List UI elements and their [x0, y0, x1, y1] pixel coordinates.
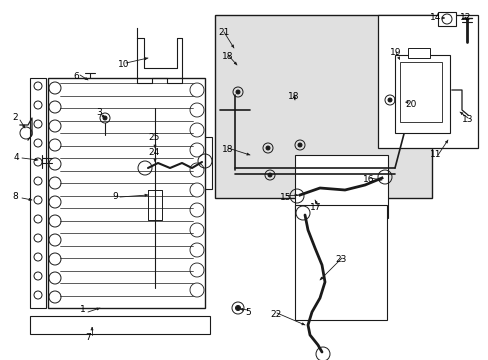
Bar — [399, 62, 441, 122]
Text: 4: 4 — [14, 153, 20, 162]
Bar — [377, 15, 477, 148]
Text: 13: 13 — [461, 115, 472, 124]
Text: 5: 5 — [244, 308, 250, 317]
Text: 25: 25 — [148, 133, 159, 142]
Text: 19: 19 — [389, 48, 401, 57]
Text: 11: 11 — [429, 150, 441, 159]
Text: 16: 16 — [362, 175, 374, 184]
Bar — [30, 316, 209, 334]
Text: 7: 7 — [85, 333, 91, 342]
Circle shape — [235, 306, 240, 310]
Text: 20: 20 — [404, 100, 415, 109]
Text: 18: 18 — [222, 52, 233, 61]
Text: 14: 14 — [429, 13, 441, 22]
Text: 18: 18 — [287, 92, 299, 101]
Circle shape — [103, 116, 107, 120]
Text: 18: 18 — [222, 145, 233, 154]
Circle shape — [267, 173, 271, 177]
Text: 17: 17 — [309, 203, 321, 212]
Bar — [294, 155, 387, 218]
Text: 6: 6 — [73, 72, 79, 81]
Text: 12: 12 — [459, 13, 470, 22]
Circle shape — [387, 98, 391, 102]
Text: 22: 22 — [269, 310, 281, 319]
Bar — [30, 78, 46, 308]
Bar — [407, 48, 429, 58]
Circle shape — [236, 90, 240, 94]
Text: 2: 2 — [12, 113, 18, 122]
Text: 10: 10 — [118, 60, 129, 69]
Bar — [394, 55, 449, 133]
Circle shape — [265, 146, 269, 150]
Bar — [215, 15, 431, 198]
Bar — [294, 205, 386, 320]
Text: 21: 21 — [218, 28, 229, 37]
Text: 3: 3 — [96, 108, 102, 117]
Circle shape — [297, 143, 302, 147]
Bar — [48, 78, 204, 308]
Text: 9: 9 — [112, 192, 118, 201]
Text: 1: 1 — [80, 305, 85, 314]
Bar — [437, 12, 455, 26]
Text: 23: 23 — [334, 255, 346, 264]
Text: 24: 24 — [148, 148, 159, 157]
Text: 8: 8 — [12, 192, 18, 201]
Text: 15: 15 — [280, 193, 291, 202]
Bar — [140, 137, 212, 189]
